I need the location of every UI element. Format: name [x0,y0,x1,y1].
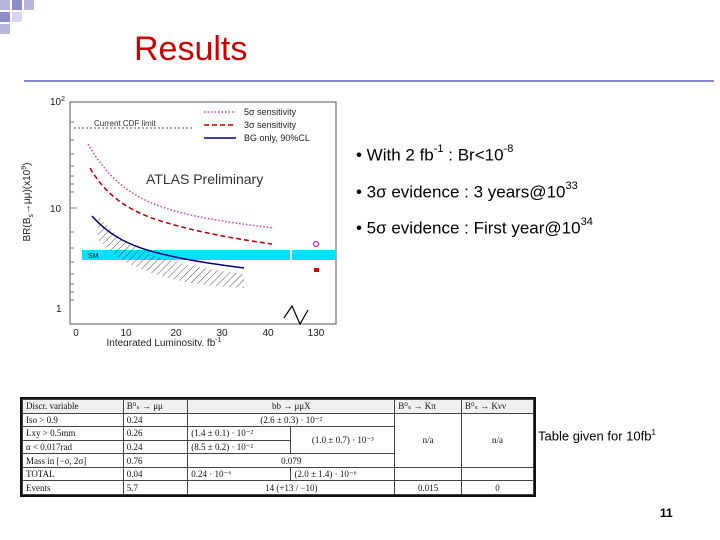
table-row: TOTAL 0.04 0.24 · 10⁻⁶ (2.0 ± 1.4) · 10⁻… [22,466,535,482]
y-tick-label: 10 [50,204,62,215]
corner-square [0,12,10,22]
sm-label: SM [88,253,99,260]
x-tick-label: 0 [73,328,79,339]
results-table: Discr. variable B⁰ₛ → μμ bb → μμX B⁰ₛ → … [20,397,536,497]
table-cell: 0.015 [394,480,462,495]
title-divider [24,80,714,82]
page-title: Results [134,30,248,68]
y-axis-label: BR(Bs→μμ)(x109) [21,163,35,242]
legend-entry: 3σ sensitivity [244,120,297,130]
x-tick-label: 130 [308,328,325,339]
table-cell: Events [22,480,124,495]
table-cell: 0.24 · 10⁻⁶ [187,466,292,482]
result-bullets: • With 2 fb-1 : Br<10-8 • 3σ evidence : … [356,143,716,255]
table-cell: n/a [394,412,462,468]
x-tick-label: 20 [170,328,182,339]
table-cell: TOTAL [22,466,124,482]
table-cell: 0.24 [122,439,189,455]
atlas-watermark: ATLAS Preliminary [146,171,263,187]
table-cell: (2.6 ± 0.3) · 10⁻² [187,412,396,428]
table-header-cell: bb → μμX [187,399,396,414]
y-tick-label: 102 [50,96,65,108]
corner-square [0,24,10,34]
table-note: Table given for 10fb1 [538,428,656,444]
table-cell: Mass in [−σ, 2σ] [22,453,124,468]
table-cell: (1.0 ± 0.7) · 10⁻³ [290,426,396,455]
table-cell: (2.0 ± 1.4) · 10⁻⁶ [290,466,396,482]
page-number: 11 [660,506,673,520]
bullet-item: • 5σ evidence : First year@1034 [356,216,593,238]
table-row: Events 5.7 14 (+13 / −10) 0.015 0 [22,480,535,495]
sensitivity-plot: BR(Bs→μμ)(x109) 102 10 1 Current CDF lim… [14,92,344,346]
x-tick-label: 10 [120,328,132,339]
legend-entry: BG only, 90%CL [244,133,310,143]
table-cell: n/a [460,412,535,468]
corner-square [24,0,34,10]
table-cell: 0.079 [187,453,396,468]
table-header-cell: Discr. variable [22,399,124,414]
table-cell: α < 0.017rad [22,439,124,455]
table-cell: 0.26 [122,426,189,441]
x-tick-label: 30 [216,328,228,339]
table-header-cell: B⁰ₛ → μμ [122,399,189,414]
corner-square [12,0,22,10]
table-cell: 0.24 [122,412,189,428]
table-header-cell: B⁰ₛ → Kνν [460,399,535,414]
legend-entry: 5σ sensitivity [244,107,297,117]
y-tick-label: 1 [56,304,62,315]
table-cell: 5.7 [122,480,189,495]
corner-square [0,0,10,10]
table-cell: Lxy > 0.5mm [22,426,124,441]
table-row: α < 0.017rad 0.24 (8.5 ± 0.2) · 10⁻² [22,439,534,455]
table-cell: (8.5 ± 0.2) · 10⁻² [187,439,292,455]
table-cell: Iso > 0.9 [22,412,124,428]
table-row: Lxy > 0.5mm 0.26 (1.4 ± 0.1) · 10⁻² (1.0… [22,426,534,455]
table-cell: 0 [460,480,535,495]
table-cell: 0.76 [122,453,189,468]
bullet-item: • 3σ evidence : 3 years@1033 [356,179,578,202]
bullet-item: • With 2 fb-1 : Br<10-8 [356,143,514,165]
table-cell [394,466,462,482]
table-cell: 0.04 [122,466,189,482]
cdf-limit-label: Current CDF limit [94,119,157,128]
table-cell [460,466,535,482]
x-tick-label: 40 [262,328,274,339]
table-row: Iso > 0.9 0.24 (2.6 ± 0.3) · 10⁻² n/a n/… [22,412,535,468]
table-cell: 14 (+13 / −10) [187,480,396,495]
x-axis-label: Integrated Luminosity, fb-1 [107,337,222,346]
table-cell: (1.4 ± 0.1) · 10⁻² [187,426,292,441]
corner-square [12,12,22,22]
table-header-cell: B⁰ₛ → Kπ [394,399,462,414]
table-header-row: Discr. variable B⁰ₛ → μμ bb → μμX B⁰ₛ → … [22,399,535,414]
